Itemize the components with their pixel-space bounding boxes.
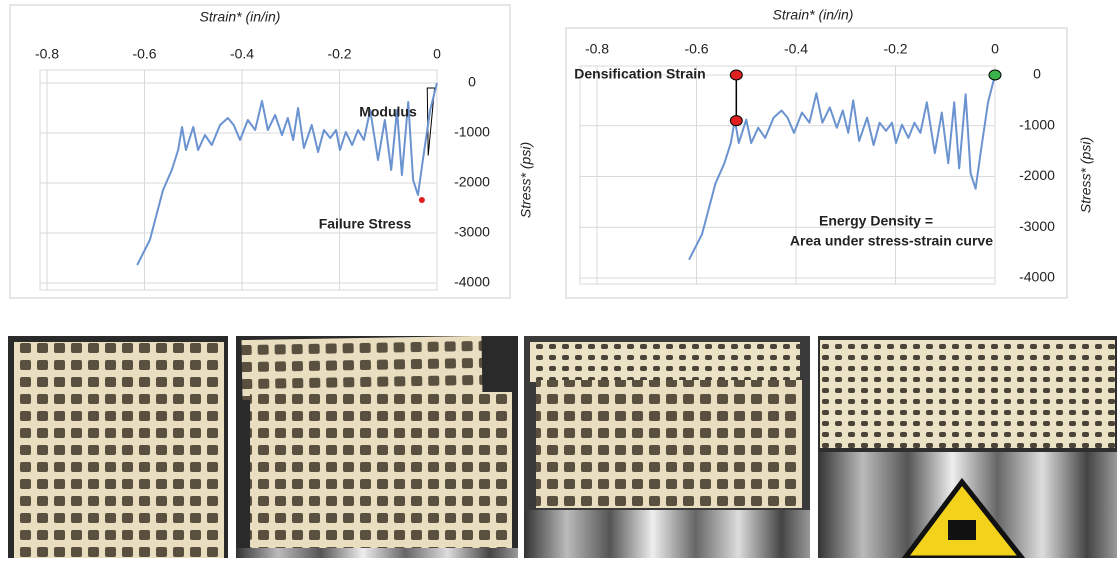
x-tick-label: -0.8 bbox=[35, 46, 59, 62]
chart-frame bbox=[9, 4, 511, 299]
x-tick-label: -0.8 bbox=[585, 41, 609, 57]
y-axis-title: Stress* (psi) bbox=[518, 142, 534, 218]
y-tick-label: -3000 bbox=[454, 224, 490, 240]
x-tick-label: -0.2 bbox=[883, 41, 907, 57]
x-tick-label: 0 bbox=[991, 41, 999, 57]
y-tick-label: -1000 bbox=[454, 124, 490, 140]
annotation: Area under stress-strain curve bbox=[790, 233, 993, 249]
x-axis-title: Strain* (in/in) bbox=[200, 9, 281, 25]
y-axis-title: Stress* (psi) bbox=[1078, 137, 1094, 213]
photo bbox=[236, 335, 518, 558]
annotation: Energy Density = bbox=[819, 213, 933, 229]
y-tick-label: -2000 bbox=[1019, 167, 1055, 183]
x-tick-label: 0 bbox=[433, 46, 441, 62]
y-tick-label: -1000 bbox=[1019, 116, 1055, 132]
plot-frame bbox=[579, 65, 996, 285]
y-tick-label: -3000 bbox=[1019, 218, 1055, 234]
line-series bbox=[136, 82, 438, 266]
x-tick-label: -0.4 bbox=[784, 41, 808, 57]
annotation: Modulus bbox=[359, 104, 417, 120]
y-tick-label: -2000 bbox=[454, 174, 490, 190]
chart-frame bbox=[565, 27, 1068, 299]
marker bbox=[988, 69, 1002, 81]
y-tick-label: 0 bbox=[468, 74, 476, 90]
marker bbox=[418, 197, 425, 203]
y-tick-label: 0 bbox=[1033, 66, 1041, 82]
x-tick-label: -0.2 bbox=[327, 46, 351, 62]
marker bbox=[729, 69, 743, 81]
photo bbox=[8, 336, 228, 558]
x-axis-title: Strain* (in/in) bbox=[773, 7, 854, 23]
x-tick-label: -0.6 bbox=[132, 46, 156, 62]
x-tick-label: -0.6 bbox=[684, 41, 708, 57]
line-series bbox=[688, 74, 996, 261]
photo bbox=[818, 336, 1117, 561]
photo bbox=[524, 336, 810, 558]
marker bbox=[729, 115, 743, 127]
annotation: Failure Stress bbox=[319, 216, 412, 232]
y-tick-label: -4000 bbox=[1019, 269, 1055, 285]
x-tick-label: -0.4 bbox=[230, 46, 254, 62]
annotation: Densification Strain bbox=[574, 66, 705, 82]
y-tick-label: -4000 bbox=[454, 274, 490, 290]
